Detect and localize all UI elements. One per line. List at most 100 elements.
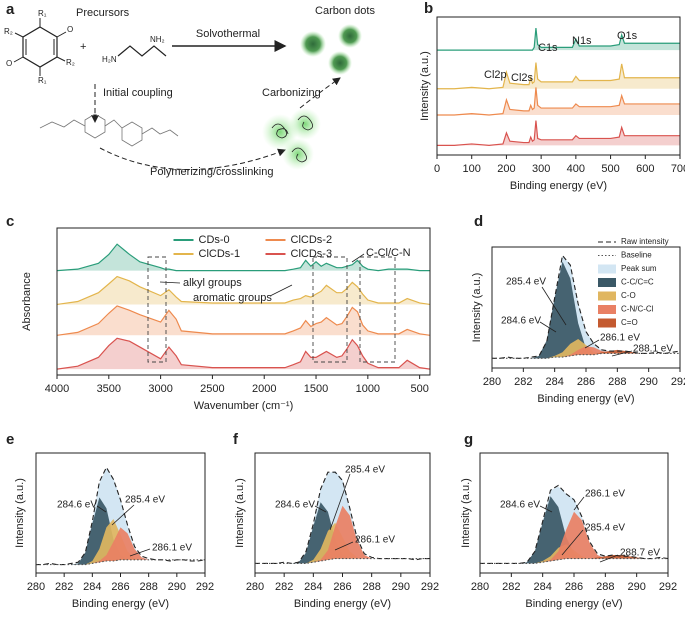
legend-swatch — [598, 318, 616, 328]
legend-swatch — [598, 291, 616, 301]
leader-line — [584, 339, 600, 349]
annotation: 284.6 eV — [500, 500, 540, 511]
x-tick-label: 288 — [596, 581, 614, 593]
series-area — [57, 276, 430, 305]
annotation: N1s — [572, 35, 592, 47]
x-tick-label: 286 — [333, 581, 351, 593]
carbonizing-particle — [289, 108, 321, 140]
legend-label: C-N/C-Cl — [621, 305, 654, 314]
legend-label: ClCDs-3 — [291, 248, 333, 260]
leader-line — [351, 253, 365, 263]
atom: R₁ — [38, 76, 47, 85]
panel-letter: f — [233, 431, 239, 448]
leader-line — [599, 554, 619, 563]
annotation: 288.1 eV — [633, 344, 673, 355]
leader-line — [314, 505, 327, 513]
schematic-label: Polymerizing/crosslinking — [150, 166, 274, 178]
x-tick-label: 3500 — [97, 383, 121, 395]
x-tick-label: 292 — [196, 581, 214, 593]
leader-line — [159, 281, 181, 284]
legend-swatch — [598, 264, 616, 274]
x-tick-label: 284 — [545, 376, 563, 388]
annotation: O1s — [617, 30, 638, 42]
component-area — [255, 505, 430, 564]
fit-line — [255, 558, 430, 564]
arrow — [299, 77, 341, 109]
series-area — [437, 62, 680, 89]
y-axis-label: Intensity (a.u.) — [419, 51, 431, 121]
legend-label: C=O — [621, 318, 638, 327]
component-area — [492, 256, 680, 359]
x-tick-label: 286 — [111, 581, 129, 593]
x-tick-label: 500 — [410, 383, 428, 395]
x-tick-label: 280 — [27, 581, 45, 593]
annotation: Cl2s — [511, 72, 534, 84]
series-area — [437, 87, 680, 115]
oligomer — [39, 113, 179, 147]
x-tick-label: 1000 — [356, 383, 380, 395]
atom: NH₂ — [150, 35, 165, 44]
x-tick-label: 284 — [304, 581, 322, 593]
component-area — [36, 468, 205, 565]
bond — [13, 56, 24, 63]
x-tick-label: 100 — [463, 163, 481, 175]
schematic-label: Initial coupling — [103, 87, 173, 99]
panel-letter: d — [474, 213, 483, 230]
frame — [56, 227, 431, 376]
legend-label: C-C/C=C — [621, 278, 654, 287]
schematic-label: Carbon dots — [315, 5, 375, 17]
component-area — [480, 555, 668, 564]
fit-line — [480, 558, 668, 564]
fit-line — [480, 484, 668, 564]
plot-area — [255, 471, 430, 564]
leader-line — [329, 473, 351, 531]
legend-label: CDs-0 — [199, 234, 230, 246]
x-tick-label: 284 — [533, 581, 551, 593]
leader-line — [96, 505, 107, 513]
bond — [56, 31, 67, 38]
y-axis-label: Absorbance — [21, 272, 33, 331]
series-area — [57, 244, 430, 271]
plot-area — [480, 484, 668, 564]
chart: f 280 282 284 286 288 290 292 Binding energy (eV… — [233, 431, 439, 610]
x-tick-label: 280 — [471, 581, 489, 593]
legend-label: C-O — [621, 291, 636, 300]
annotation: 285.4 eV — [585, 523, 625, 534]
atom: R₂ — [4, 27, 13, 36]
leader-line — [334, 541, 354, 551]
annotation: 286.1 eV — [355, 535, 395, 546]
panel-letter: g — [464, 431, 473, 448]
chart: d 280 282 284 286 288 290 292 Binding energy (eV… — [471, 213, 685, 405]
x-tick-label: 2000 — [252, 383, 276, 395]
x-axis-label: Binding energy (eV) — [294, 598, 391, 610]
panel-letter: a — [6, 1, 15, 18]
series-line — [437, 87, 680, 116]
x-tick-label: 300 — [532, 163, 550, 175]
x-tick-label: 600 — [636, 163, 654, 175]
component-area — [480, 511, 668, 564]
x-axis-label: Binding energy (eV) — [537, 393, 634, 405]
bond — [14, 32, 24, 38]
y-axis-label: Intensity (a.u.) — [471, 273, 483, 343]
annotation: 286.1 eV — [152, 543, 192, 554]
x-tick-label: 292 — [671, 376, 685, 388]
series-line — [437, 120, 680, 146]
x-tick-label: 292 — [659, 581, 677, 593]
annotation: 285.4 eV — [125, 495, 165, 506]
benzoquinone-ring — [22, 26, 58, 68]
plot-area — [36, 466, 205, 566]
series-line — [57, 243, 430, 272]
leader-line — [541, 286, 567, 326]
leader-line — [111, 504, 135, 526]
x-tick-label: 3000 — [148, 383, 172, 395]
x-tick-label: 280 — [483, 376, 501, 388]
fit-line — [492, 254, 680, 359]
x-axis-label: Binding energy (eV) — [525, 598, 622, 610]
carbon-dot — [300, 31, 326, 57]
leader-line — [561, 529, 584, 556]
series-line — [437, 27, 680, 51]
y-axis-label: Intensity (a.u.) — [460, 478, 472, 548]
schematic-label: Solvothermal — [196, 28, 260, 40]
leader-line — [129, 548, 151, 557]
